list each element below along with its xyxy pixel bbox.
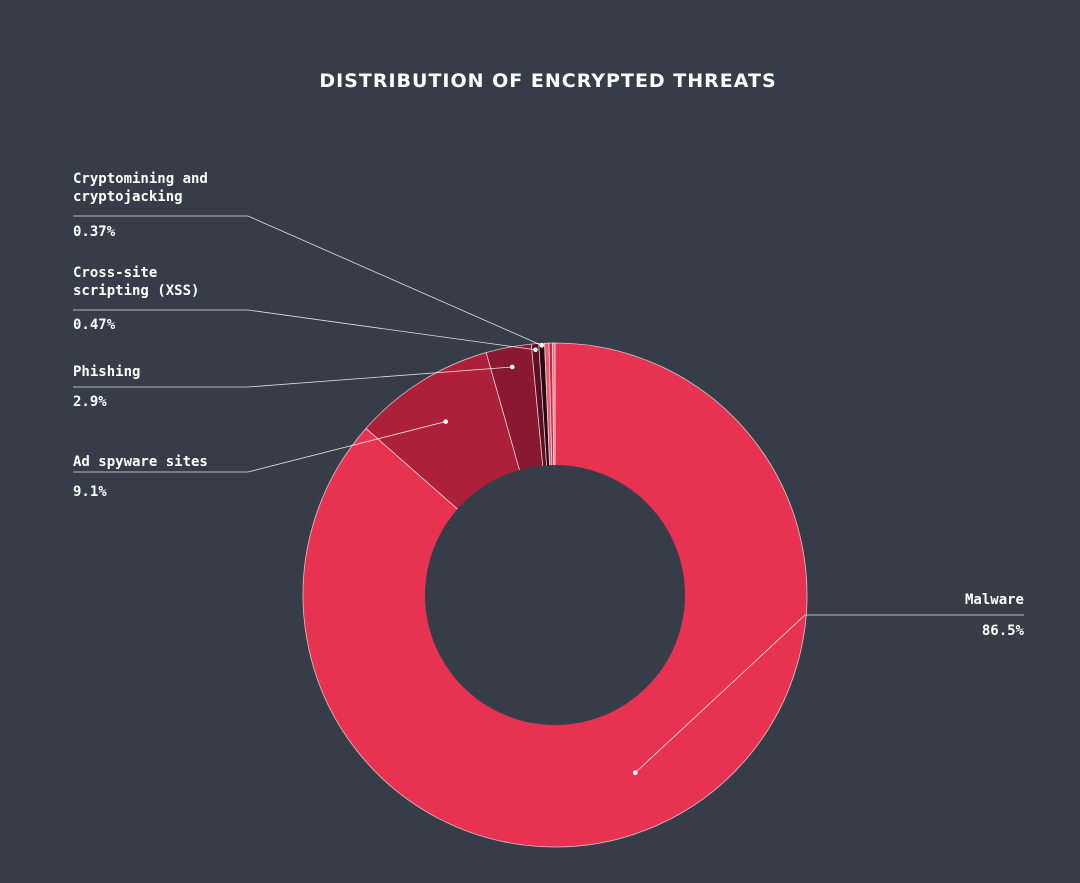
leader-dot-cryptomining-and-cryptojacking (539, 343, 545, 348)
label-name-cryptomining-and-cryptojacking: Cryptomining and cryptojacking (73, 171, 208, 205)
label-value-cross-site-scripting-xss: 0.47% (73, 317, 116, 333)
label-value-ad-spyware-sites: 9.1% (73, 484, 107, 500)
leader-line-cross-site-scripting-xss (73, 309, 536, 351)
label-name-ad-spyware-sites: Ad spyware sites (73, 454, 208, 470)
leader-dot-phishing (509, 364, 515, 370)
label-value-phishing: 2.9% (73, 394, 107, 410)
label-name-cross-site-scripting-xss: Cross-site scripting (XSS) (73, 265, 199, 299)
label-name-phishing: Phishing (73, 364, 140, 380)
chart-title: DISTRIBUTION OF ENCRYPTED THREATS (319, 70, 777, 92)
donut-hole (425, 465, 685, 725)
leader-dot-cross-site-scripting-xss (533, 347, 538, 353)
leader-line-cryptomining-and-cryptojacking (73, 215, 542, 346)
leader-line-malware (634, 614, 1024, 774)
label-value-malware: 86.5% (982, 623, 1025, 639)
label-value-cryptomining-and-cryptojacking: 0.37% (73, 224, 116, 240)
leader-dot-ad-spyware-sites (443, 419, 448, 424)
leader-line-ad-spyware-sites (73, 421, 446, 473)
leader-line-phishing (73, 366, 513, 388)
label-name-malware: Malware (965, 592, 1024, 608)
leader-dot-malware (632, 770, 638, 776)
